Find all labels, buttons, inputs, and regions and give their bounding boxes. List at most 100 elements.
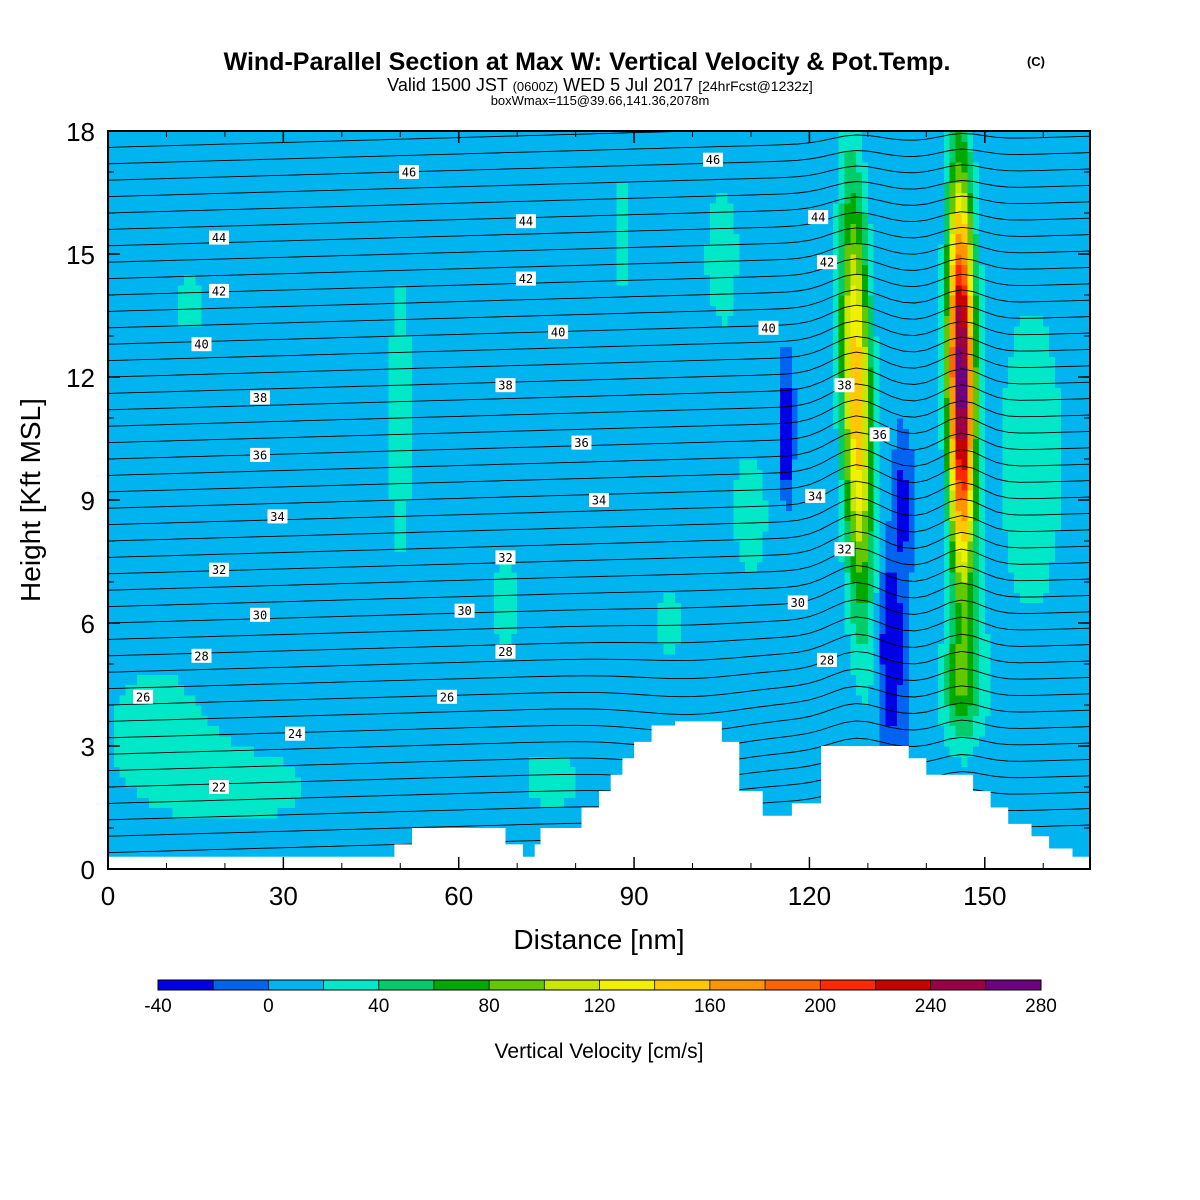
vv-cell [926, 612, 933, 624]
vv-cell [143, 735, 150, 747]
vv-cell [750, 643, 758, 655]
vv-cell [786, 756, 793, 768]
vv-cell [148, 571, 156, 583]
vv-cell [990, 725, 998, 737]
vv-cell [341, 633, 349, 645]
vv-cell [593, 797, 600, 809]
vv-cell [978, 715, 986, 727]
vv-cell [786, 684, 793, 696]
vv-cell [458, 705, 466, 716]
vv-cell [978, 643, 986, 655]
vv-cell [300, 623, 308, 634]
vv-cell [932, 623, 939, 634]
vv-cell [242, 848, 249, 860]
vv-cell [335, 633, 343, 645]
vv-cell [224, 817, 232, 829]
vv-cell [604, 766, 612, 778]
vv-cell [786, 664, 793, 675]
vv-cell [1054, 787, 1062, 798]
vv-cell [376, 571, 384, 583]
vv-cell [1054, 571, 1062, 583]
vv-cell [493, 582, 501, 593]
vv-cell [417, 705, 425, 716]
vv-cell [400, 797, 407, 809]
vv-cell [914, 664, 922, 675]
vv-cell [295, 684, 302, 696]
vv-cell [622, 643, 629, 655]
vv-cell [645, 684, 653, 696]
vv-cell [271, 756, 279, 768]
vv-cell [838, 582, 846, 593]
vv-cell [558, 746, 565, 757]
vv-cell [943, 735, 951, 747]
vv-cell [1043, 582, 1050, 593]
vv-cell [902, 623, 910, 634]
vv-cell [183, 715, 191, 727]
vv-cell [517, 705, 524, 716]
vv-cell [148, 674, 156, 686]
vv-cell [224, 797, 232, 809]
vv-cell [821, 623, 828, 634]
vv-cell [967, 571, 974, 583]
vv-cell [844, 633, 851, 645]
vv-cell [938, 684, 945, 696]
vv-cell [552, 776, 559, 788]
vv-cell [634, 725, 641, 737]
vv-cell [698, 653, 705, 665]
vv-cell [546, 705, 553, 716]
vv-cell [967, 674, 974, 686]
vv-cell [1049, 817, 1056, 829]
vv-cell [920, 664, 927, 675]
vv-cell [312, 746, 320, 757]
vv-cell [1025, 715, 1033, 727]
vv-cell [686, 653, 694, 665]
vv-cell [213, 674, 220, 686]
vv-cell [347, 694, 355, 706]
vv-cell [791, 725, 799, 737]
vv-cell [429, 643, 436, 655]
vv-cell [973, 756, 980, 768]
vv-cell [756, 735, 764, 747]
vv-cell [756, 602, 764, 614]
vv-cell [148, 848, 156, 860]
vv-cell [137, 602, 144, 614]
vv-cell [1054, 725, 1062, 737]
vv-cell [879, 633, 887, 645]
vv-cell [470, 746, 477, 757]
vv-cell [1072, 653, 1079, 665]
vv-cell [365, 664, 372, 675]
vv-cell [312, 602, 320, 614]
vv-cell [242, 684, 249, 696]
vv-cell [546, 571, 553, 583]
vv-cell [499, 715, 507, 727]
vv-cell [961, 633, 968, 645]
vv-cell [1008, 725, 1015, 737]
vv-cell [1031, 684, 1038, 696]
vv-cell [768, 674, 775, 686]
vv-cell [359, 664, 366, 675]
vv-cell [411, 694, 419, 706]
vv-cell [493, 694, 501, 706]
vv-cell [973, 776, 980, 788]
vv-cell [505, 571, 512, 583]
vv-cell [563, 582, 571, 593]
vv-cell [1049, 653, 1056, 665]
vv-cell [365, 735, 372, 747]
vv-cell [1078, 582, 1085, 593]
vv-cell [447, 715, 454, 727]
vv-cell [219, 828, 226, 839]
vv-cell [745, 602, 752, 614]
vv-cell [312, 612, 320, 624]
vv-cell [1054, 776, 1062, 788]
vv-cell [154, 623, 162, 634]
vv-cell [856, 653, 863, 665]
vv-cell [1054, 705, 1062, 716]
vv-cell [189, 602, 197, 614]
vv-cell [546, 633, 553, 645]
vv-cell [569, 612, 577, 624]
vv-cell [856, 735, 863, 747]
vv-cell [499, 746, 507, 757]
vv-cell [756, 592, 764, 604]
vv-cell [277, 787, 284, 798]
vv-cell [546, 602, 553, 614]
